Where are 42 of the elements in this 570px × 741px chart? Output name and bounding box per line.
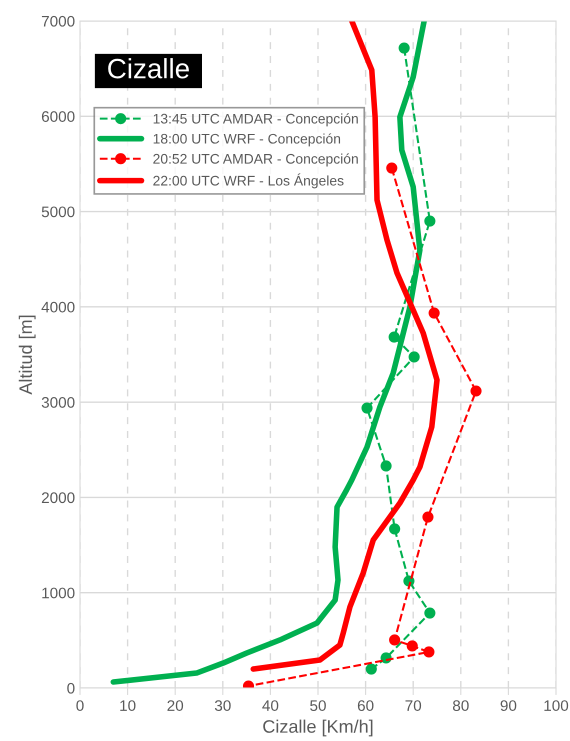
x-tick-label: 100 [544,700,568,712]
point [408,351,420,363]
y-tick-label: 5000 [42,206,75,218]
x-tick-label: 20 [167,700,184,712]
x-tick-label: 40 [262,700,278,712]
point [424,607,436,619]
y-tick-label: 7000 [42,16,75,27]
x-tick-label: 60 [358,700,374,712]
point [470,385,482,397]
y-tick-label: 0 [67,682,75,694]
x-tick-label: 0 [76,700,84,712]
y-tick-label: 4000 [42,302,75,313]
legend-label: 22:00 UTC WRF - Los Ángeles [153,173,344,188]
y-tick-label: 6000 [42,111,75,122]
point [361,402,373,414]
point [398,42,410,54]
point [422,512,434,523]
point [423,646,434,658]
legend-label: 18:00 UTC WRF - Concepción [154,133,340,146]
legend-label: 20:52 UTC AMDAR - Concepción [153,153,358,166]
x-tick-label: 90 [500,700,516,712]
point [386,162,398,174]
point [366,663,377,675]
point [389,523,400,535]
x-tick-label: 80 [452,700,469,712]
point [406,640,418,652]
point [424,216,436,227]
x-tick-label: 30 [214,700,231,712]
y-tick-label: 3000 [42,397,75,408]
point [428,307,440,319]
point [388,332,400,343]
text: Cizalle [108,58,189,78]
legend-label: 13:45 UTC AMDAR - Concepción [154,113,358,126]
x-tick-label: 50 [310,700,326,712]
y-tick-label: 1000 [42,588,75,598]
x-axis-title: Cizalle [Km/h] [263,720,372,736]
point [389,634,400,646]
x-tick-label: 10 [120,700,136,712]
y-axis-title: Altitud [m] [18,316,36,395]
y-tick-label: 2000 [42,492,75,504]
point [380,460,392,472]
x-tick-label: 70 [405,700,422,712]
